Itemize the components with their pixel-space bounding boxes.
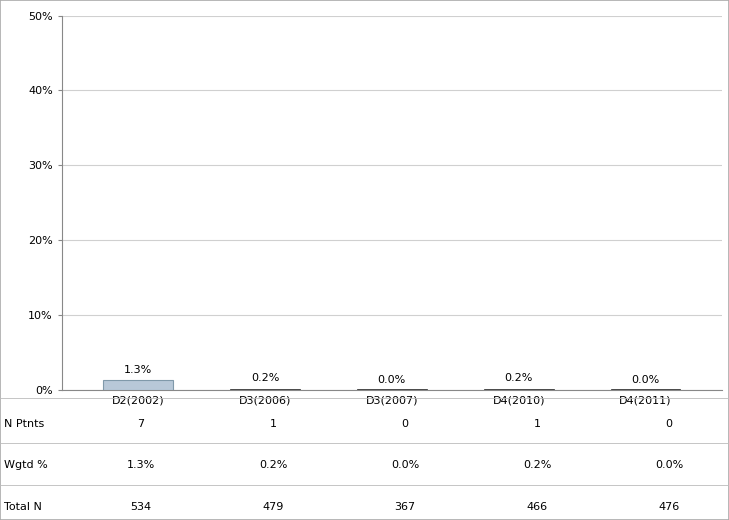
- Text: 0.0%: 0.0%: [655, 460, 683, 471]
- Text: 0.0%: 0.0%: [631, 375, 660, 385]
- Text: 0.2%: 0.2%: [523, 460, 551, 471]
- Text: Total N: Total N: [4, 502, 42, 512]
- Text: 0: 0: [402, 419, 408, 429]
- Text: 367: 367: [394, 502, 416, 512]
- Text: 534: 534: [130, 502, 152, 512]
- Bar: [357, 388, 426, 390]
- Bar: [104, 380, 173, 390]
- Text: 1: 1: [270, 419, 276, 429]
- Text: 7: 7: [138, 419, 144, 429]
- Bar: [230, 388, 300, 390]
- Text: 479: 479: [262, 502, 284, 512]
- Text: 0: 0: [666, 419, 672, 429]
- Text: 1.3%: 1.3%: [127, 460, 155, 471]
- Bar: [484, 388, 553, 390]
- Text: 0.2%: 0.2%: [504, 373, 533, 383]
- Text: Wgtd %: Wgtd %: [4, 460, 47, 471]
- Bar: [611, 388, 680, 390]
- Text: 0.2%: 0.2%: [259, 460, 287, 471]
- Text: 466: 466: [526, 502, 547, 512]
- Text: 1.3%: 1.3%: [124, 365, 152, 375]
- Text: 0.0%: 0.0%: [391, 460, 419, 471]
- Text: 1: 1: [534, 419, 540, 429]
- Text: 0.2%: 0.2%: [251, 373, 279, 383]
- Text: 0.0%: 0.0%: [378, 375, 406, 385]
- Text: 476: 476: [658, 502, 679, 512]
- Text: N Ptnts: N Ptnts: [4, 419, 44, 429]
